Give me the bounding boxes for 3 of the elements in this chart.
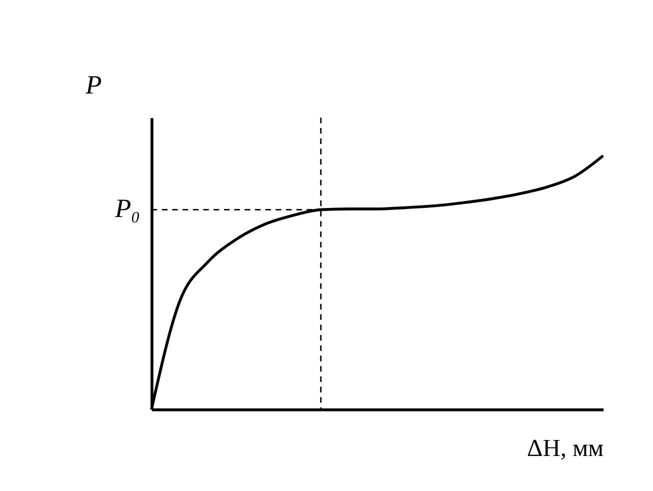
ref-line-label: P₀ — [114, 194, 140, 224]
y-axis-title: P — [84, 70, 102, 100]
x-axis-title: ΔH, мм — [527, 434, 604, 462]
